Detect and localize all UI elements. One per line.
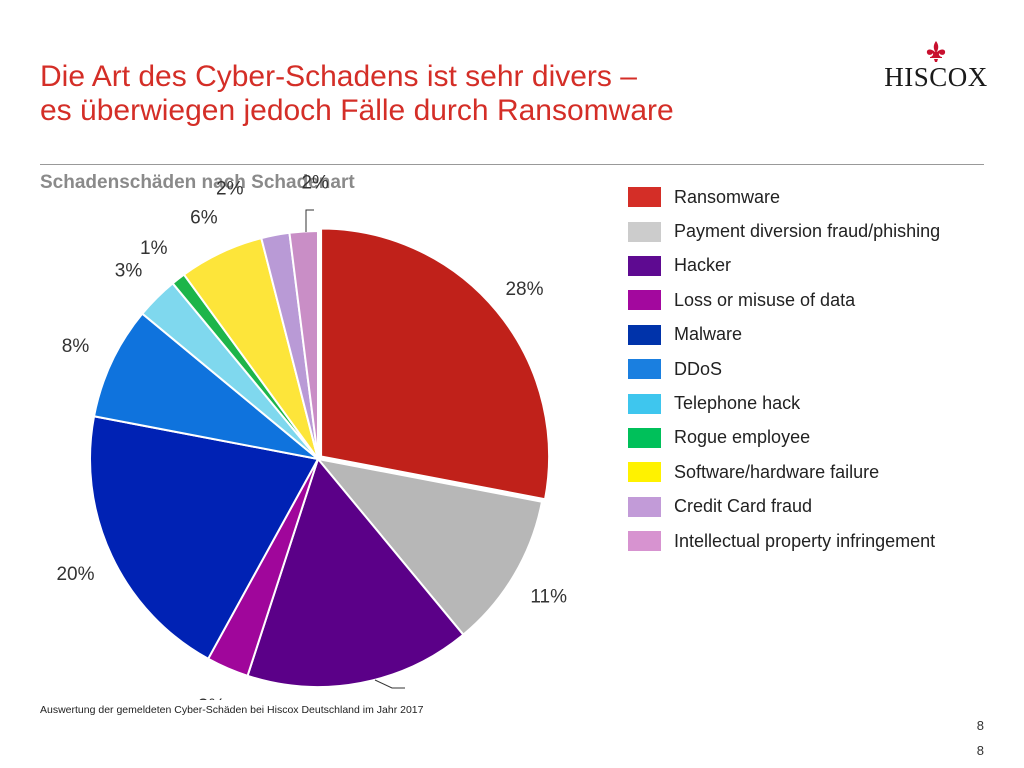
page-number-secondary: 8 <box>976 743 984 758</box>
source-footnote: Auswertung der gemeldeten Cyber-Schäden … <box>40 704 424 716</box>
legend-item-credit-card-fraud: Credit Card fraud <box>628 490 940 524</box>
pie-label-malware: 20% <box>56 564 94 585</box>
pie-slice-payment-diversion-fraud-phishing <box>315 457 544 637</box>
legend-swatch <box>628 324 661 345</box>
chart-legend: Ransomware Payment diversion fraud/phishi… <box>628 180 940 558</box>
legend-label: Telephone hack <box>674 393 801 414</box>
legend-label: Loss or misuse of data <box>674 289 856 310</box>
leader-line-intellectual-property <box>305 209 314 232</box>
brand-name: HISCOX <box>884 62 988 92</box>
pie-label-loss-or-misuse-of-data: 3% <box>198 696 226 700</box>
pie-slice-ddos <box>92 312 319 460</box>
legend-swatch <box>628 531 661 552</box>
legend-item-hacker: Hacker <box>628 249 940 283</box>
pie-chart: 28%11%16%3%20%8%3%1%6%2%2% <box>56 173 567 700</box>
legend-label: Rogue employee <box>674 427 811 448</box>
legend-item-loss-or-misuse-of-data: Loss or misuse of data <box>628 283 940 317</box>
legend-swatch <box>628 359 661 380</box>
legend-swatch <box>628 290 661 311</box>
chart-title: Schadenschäden nach Schadenart <box>40 172 355 193</box>
leader-line-hacker <box>374 679 405 689</box>
legend-item-intellectual-property-infringement: Intellectual property infringement <box>628 524 940 558</box>
legend-label: Intellectual property infringement <box>674 530 936 551</box>
pie-slice-hacker <box>246 456 465 688</box>
pie-label-rogue-employee: 1% <box>140 238 168 259</box>
legend-swatch <box>628 187 661 208</box>
legend-item-rogue-employee: Rogue employee <box>628 421 940 455</box>
pie-label-ddos: 8% <box>62 336 90 357</box>
legend-label: Payment diversion fraud/phishing <box>674 221 941 242</box>
legend-item-malware: Malware <box>628 318 940 352</box>
legend-label: Hacker <box>674 255 732 276</box>
legend-swatch <box>628 462 661 483</box>
hiscox-logo: HISCOX <box>884 40 988 92</box>
legend-item-software-hardware-failure: Software/hardware failure <box>628 455 940 489</box>
slide-title-line-2: es überwiegen jedoch Fälle durch Ransomw… <box>40 94 674 127</box>
slide-title: Die Art des Cyber-Schadens ist sehr dive… <box>40 60 674 128</box>
pie-slice-intellectual-property-infringement <box>288 229 319 460</box>
legend-swatch <box>628 496 661 517</box>
legend-item-telephone-hack: Telephone hack <box>628 386 940 420</box>
legend-item-ransomware: Ransomware <box>628 180 940 214</box>
legend-label: Malware <box>674 324 743 345</box>
slide-title-line-1: Die Art des Cyber-Schadens ist sehr dive… <box>40 60 637 93</box>
legend-item-ddos: DDoS <box>628 352 940 386</box>
pie-slice-ransomware <box>320 227 551 501</box>
pie-label-ransomware: 28% <box>505 279 543 300</box>
pie-label-credit-card-fraud: 2% <box>216 179 244 200</box>
title-divider <box>40 164 984 165</box>
legend-swatch <box>628 427 661 448</box>
pie-label-telephone-hack: 3% <box>115 260 143 281</box>
legend-label: Ransomware <box>674 186 781 207</box>
pie-slice-malware <box>89 415 320 661</box>
legend-label: Credit Card fraud <box>674 496 813 517</box>
fleur-de-lis-icon <box>926 41 946 62</box>
page-number: 8 <box>976 718 984 733</box>
legend-item-payment-diversion-fraud-phishing: Payment diversion fraud/phishing <box>628 214 940 248</box>
legend-label: Software/hardware failure <box>674 461 880 482</box>
legend-swatch <box>628 255 661 276</box>
pie-label-payment-diversion-fraud-phishing: 11% <box>530 586 567 607</box>
legend-swatch <box>628 221 661 242</box>
pie-label-intellectual-property-infringement: 2% <box>301 173 329 194</box>
pie-label-software-hardware-failure: 6% <box>190 208 218 229</box>
legend-label: DDoS <box>674 358 723 379</box>
legend-swatch <box>628 393 661 414</box>
